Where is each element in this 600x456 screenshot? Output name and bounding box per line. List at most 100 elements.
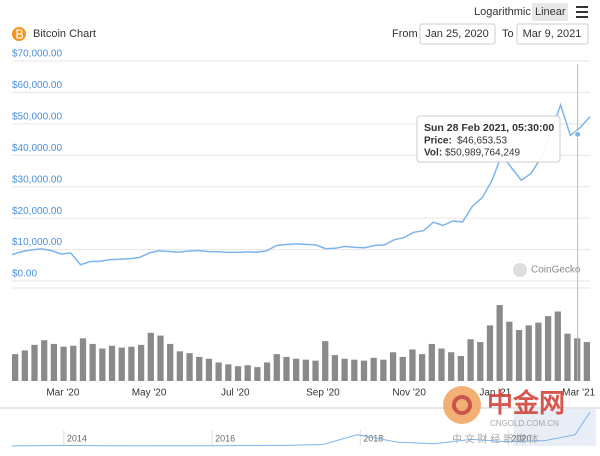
to-date[interactable]: Mar 9, 2021 <box>523 28 582 40</box>
from-input[interactable] <box>419 23 496 45</box>
bitcoin-glyph <box>16 29 24 39</box>
y-tick-label: $20,000.00 <box>12 206 62 217</box>
y-tick-label: $50,000.00 <box>12 111 62 122</box>
volume-bar <box>254 367 261 381</box>
watermark: 中金网 CNGOLD.COM.CN 中 文 财 经 新 媒 体 <box>443 386 565 446</box>
scale-switch: Logarithmic Linear <box>474 3 568 21</box>
volume-bar <box>70 345 77 381</box>
tooltip-volume: $50,989,764,249 <box>445 148 521 159</box>
volume-bar <box>215 362 222 381</box>
volume-bar <box>273 354 280 381</box>
scale-button[interactable]: Linear <box>535 6 566 18</box>
tooltip-volume-label: Vol: <box>424 148 442 159</box>
watermark-domain: CNGOLD.COM.CN <box>490 419 559 428</box>
volume-bar <box>351 359 358 381</box>
x-tick-label: Nov '20 <box>392 388 426 399</box>
y-tick-label: $40,000.00 <box>12 143 62 154</box>
volume-bar <box>448 352 455 381</box>
x-tick-label: Mar '21 <box>562 388 595 399</box>
credit: CoinGecko <box>531 265 581 276</box>
scale-button-active[interactable] <box>532 3 568 21</box>
volume-bar <box>89 343 96 381</box>
volume-bar <box>409 349 416 381</box>
volume-bar <box>428 343 435 381</box>
volume-bar <box>477 342 484 381</box>
navigator-tick-label: 2014 <box>67 433 87 443</box>
credit-icon <box>513 263 527 277</box>
watermark-logo-mark <box>452 395 472 415</box>
volume-bar <box>438 348 445 381</box>
volume-bar <box>515 330 523 381</box>
volume-bar <box>399 356 406 381</box>
y-tick-label: $60,000.00 <box>12 80 62 91</box>
volume-bar <box>60 346 67 381</box>
volume-bar <box>302 359 309 381</box>
volume-bar <box>506 321 513 381</box>
tooltip-price-label: Price: <box>424 136 452 147</box>
volume-bar <box>118 347 125 381</box>
navigator-tick-label: 2020 <box>511 433 531 443</box>
scale-button[interactable]: Logarithmic <box>474 6 531 18</box>
volume-bar <box>263 362 271 381</box>
x-tick-label: Mar '20 <box>46 388 79 399</box>
volume-bar <box>467 339 474 381</box>
volume-bar <box>370 357 377 381</box>
volume-bar <box>525 325 532 381</box>
y-tick-label: $10,000.00 <box>12 237 62 248</box>
chart-title: Bitcoin Chart <box>33 28 96 40</box>
watermark-logo <box>443 386 481 424</box>
volume-bar <box>535 322 542 381</box>
volume-bar <box>389 352 397 381</box>
volume-bar <box>283 356 290 381</box>
volume-bar <box>331 355 339 381</box>
volume-bar <box>293 358 300 381</box>
from-date[interactable]: Jan 25, 2020 <box>425 28 489 40</box>
volume-bar <box>108 345 116 381</box>
volume-bar <box>419 354 426 381</box>
volume-bar <box>176 351 183 381</box>
volume-bar <box>312 360 319 381</box>
to-input[interactable] <box>516 23 589 45</box>
volume-bar <box>31 344 38 381</box>
volume-bar <box>128 346 135 381</box>
volume-bar <box>186 353 193 381</box>
plot: $0.00 $10,000.00 $20,000.00 $30,000.00 $40,0… <box>11 49 597 447</box>
navigator-line <box>11 411 591 447</box>
volume-bar <box>583 342 590 381</box>
volume-bar <box>205 358 213 381</box>
y-tick-label: $30,000.00 <box>12 174 62 185</box>
volume-bar <box>147 332 154 381</box>
watermark-slogan: 中 文 财 经 新 媒 体 <box>452 433 539 446</box>
tooltip-box <box>416 115 561 163</box>
volume-bar <box>564 333 571 381</box>
volume-bar <box>457 355 465 381</box>
volume-bar <box>380 359 387 381</box>
volume-bar <box>41 340 48 381</box>
volume-bar <box>234 366 242 381</box>
volume-bar <box>21 350 28 381</box>
volume-bar <box>79 338 87 381</box>
volume-bar <box>137 344 145 381</box>
from-label: From <box>392 28 418 40</box>
volume-bar <box>341 358 348 381</box>
volume-bar <box>244 365 251 381</box>
navigator-selection <box>513 409 597 446</box>
volume-bar <box>496 305 503 381</box>
volume-bar <box>544 316 552 381</box>
x-tick-label: Jan '21 <box>479 388 511 399</box>
tooltip-point <box>574 130 582 138</box>
volume-bar <box>486 325 494 381</box>
x-tick-label: May '20 <box>132 388 167 399</box>
volume-bar <box>225 364 232 381</box>
volume-bar <box>12 354 19 381</box>
x-tick-label: Jul '20 <box>221 388 250 399</box>
volume-bar <box>322 341 329 381</box>
navigator-tick-label: 2018 <box>363 433 383 443</box>
volume-bar <box>196 356 203 381</box>
tooltip-price: $46,653.53 <box>457 136 507 147</box>
watermark-brand: 中金网 <box>487 388 565 418</box>
menu-button[interactable] <box>574 4 590 20</box>
y-tick-label: $0.00 <box>12 269 37 280</box>
volume-bar <box>167 343 174 381</box>
to-label: To <box>502 28 514 40</box>
